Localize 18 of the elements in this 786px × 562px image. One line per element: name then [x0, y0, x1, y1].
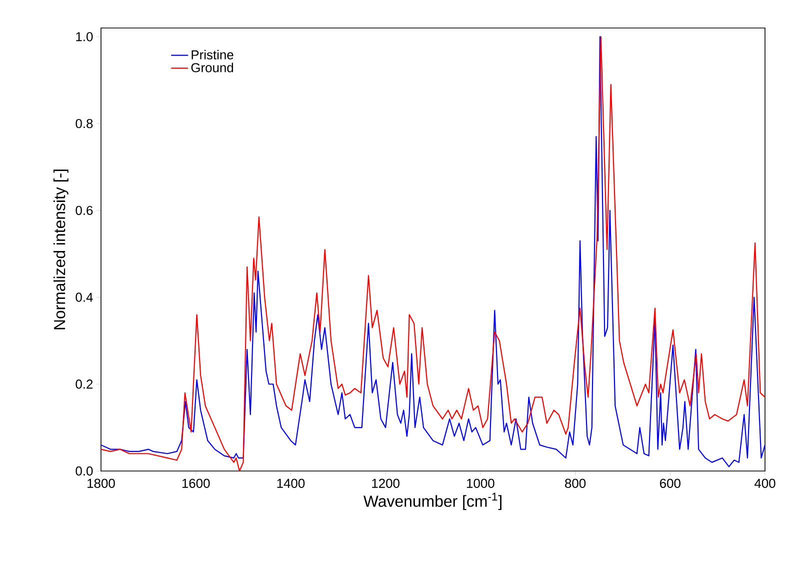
y-tick-label: 0.2: [76, 380, 93, 389]
x-axis-title: Wavenumber [cm$^{-1}$]: [363, 492, 502, 510]
x-tick-label: 600: [660, 478, 680, 488]
x-tick-label: 1800: [88, 478, 115, 488]
x-tick-label: 400: [754, 478, 776, 488]
x-tick-label: 1400: [277, 478, 305, 488]
x-tick-label: 1000: [467, 478, 494, 488]
x-tick-label: 800: [565, 478, 586, 488]
y-tick-label: 1.0: [76, 32, 93, 42]
y-tick-label: 0.8: [76, 118, 93, 128]
y-tick-label: 0.4: [76, 292, 93, 302]
y-tick-label: 0.0: [76, 466, 93, 476]
x-tick-label: 1600: [182, 478, 210, 488]
legend-label: Ground: [191, 62, 234, 72]
x-tick-label: 1200: [372, 478, 400, 488]
y-tick-label: 0.6: [76, 206, 93, 215]
y-axis-title: Normalized intensity [-]: [54, 170, 68, 330]
legend-label: Pristine: [192, 50, 234, 60]
